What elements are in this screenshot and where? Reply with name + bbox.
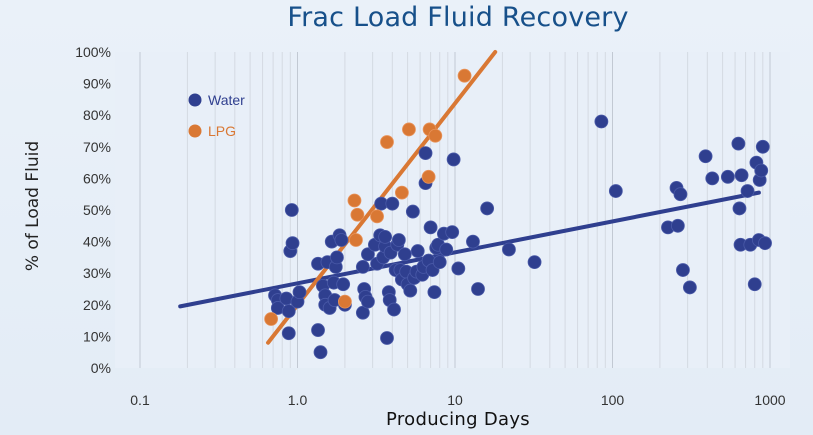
x-tick-label: 1.0 <box>288 392 308 408</box>
water-data-point <box>755 139 770 154</box>
y-tick-label: 100% <box>75 44 111 60</box>
water-data-point <box>732 201 747 216</box>
water-data-point <box>423 220 438 235</box>
water-data-point <box>480 201 495 216</box>
lpg-data-point <box>457 68 472 83</box>
chart-title: Frac Load Fluid Recovery <box>287 2 629 33</box>
y-tick-label: 10% <box>83 328 111 344</box>
lpg-data-point <box>350 207 365 222</box>
water-data-point <box>471 282 485 296</box>
x-tick-label: 1000 <box>754 392 785 408</box>
water-data-point <box>410 244 425 258</box>
water-data-point <box>673 187 688 202</box>
water-trend-line <box>178 190 761 309</box>
water-data-point <box>284 203 299 217</box>
water-data-point <box>311 323 325 337</box>
water-data-point <box>281 304 296 319</box>
water-data-point <box>378 229 393 244</box>
water-data-point <box>705 171 720 186</box>
water-data-point <box>439 242 454 257</box>
water-data-point <box>527 255 542 270</box>
water-data-point <box>387 302 401 317</box>
water-data-point <box>734 168 749 183</box>
water-legend-marker <box>188 93 202 107</box>
water-data-point <box>594 114 609 129</box>
lpg-legend-label: LPG <box>208 123 236 139</box>
x-tick-label: 100 <box>601 392 625 408</box>
lpg-data-point <box>370 209 384 224</box>
lpg-data-point <box>421 169 436 184</box>
water-data-point <box>380 331 394 345</box>
water-data-point <box>418 146 433 161</box>
water-data-point <box>446 152 461 167</box>
x-tick-label: 10 <box>447 392 463 408</box>
water-data-point <box>361 294 375 309</box>
y-tick-label: 20% <box>83 297 111 313</box>
water-data-point <box>405 204 420 219</box>
y-tick-label: 70% <box>83 139 111 155</box>
y-tick-label: 80% <box>83 107 111 123</box>
water-data-point <box>292 285 307 300</box>
water-data-point <box>427 285 442 300</box>
lpg-data-point <box>338 294 352 309</box>
y-tick-label: 30% <box>83 265 111 281</box>
lpg-data-point <box>349 233 363 247</box>
water-data-point <box>698 149 713 164</box>
lpg-data-point <box>428 128 443 143</box>
water-data-point <box>720 169 735 184</box>
water-data-point <box>731 136 746 151</box>
water-data-point <box>466 234 480 249</box>
water-data-point <box>281 326 296 341</box>
water-data-point <box>747 277 762 292</box>
water-data-point <box>451 261 466 276</box>
y-tick-label: 40% <box>83 234 111 250</box>
water-data-point <box>361 247 375 262</box>
y-tick-label: 50% <box>83 202 111 218</box>
water-data-point <box>330 250 344 265</box>
y-tick-label: 0% <box>91 360 111 376</box>
water-data-point <box>502 242 516 257</box>
y-tick-label: 60% <box>83 170 111 186</box>
water-data-point <box>403 283 418 298</box>
water-data-point <box>682 280 697 295</box>
water-data-point <box>385 196 400 211</box>
water-data-point <box>334 233 349 247</box>
lpg-data-point <box>347 193 362 208</box>
water-data-point <box>355 259 370 274</box>
lpg-data-point <box>380 135 394 149</box>
water-data-point <box>285 236 300 251</box>
water-data-point <box>391 233 406 247</box>
water-data-point <box>740 184 755 198</box>
water-data-point <box>754 163 769 178</box>
water-data-point <box>758 236 772 251</box>
lpg-legend-marker <box>188 124 202 138</box>
water-data-point <box>676 263 690 277</box>
water-data-point <box>397 247 412 262</box>
water-data-point <box>432 255 447 270</box>
water-data-point <box>670 218 685 233</box>
water-data-point <box>445 225 460 240</box>
water-data-point <box>608 184 623 198</box>
water-data-point <box>336 277 351 292</box>
lpg-data-point <box>264 312 279 326</box>
water-legend-label: Water <box>208 92 245 108</box>
water-data-point <box>313 345 328 360</box>
x-axis-label: Producing Days <box>386 409 530 430</box>
y-tick-label: 90% <box>83 76 111 92</box>
lpg-data-point <box>402 122 416 137</box>
lpg-data-point <box>394 185 409 200</box>
x-tick-label: 0.1 <box>130 392 150 408</box>
